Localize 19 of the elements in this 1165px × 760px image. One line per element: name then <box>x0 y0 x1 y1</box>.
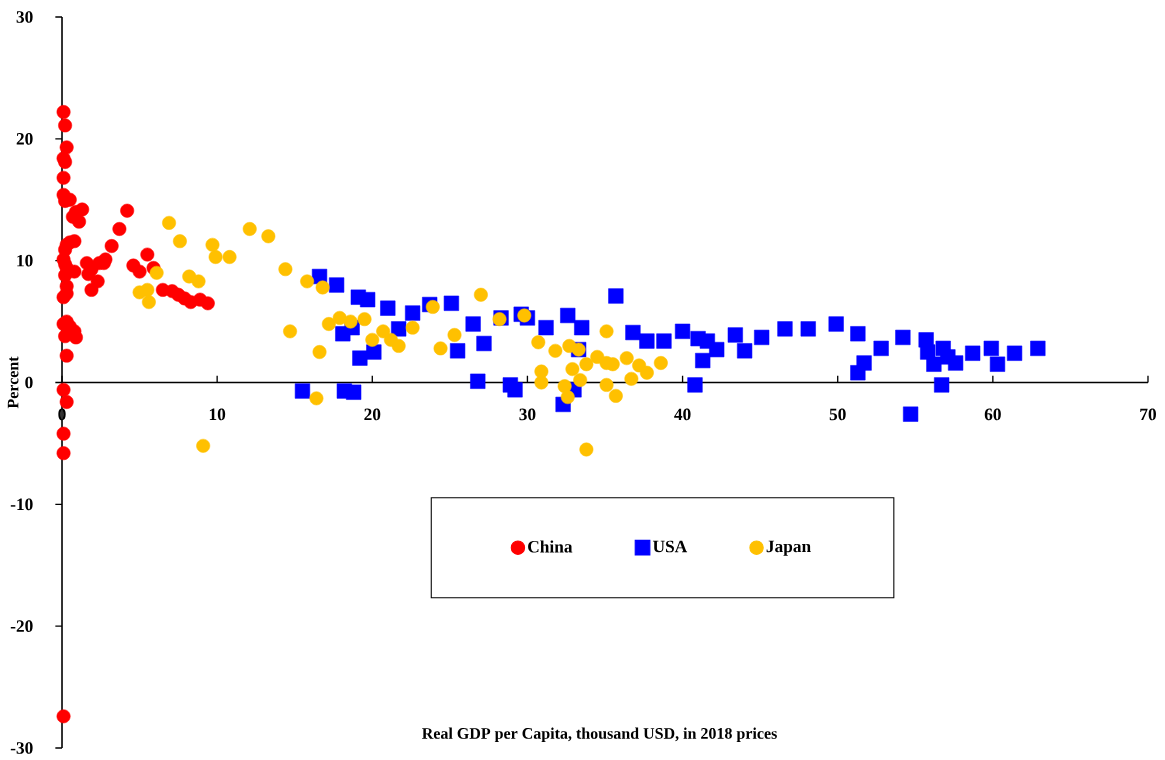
legend-label: USA <box>652 540 688 553</box>
x-tick-label: 40 <box>674 408 691 421</box>
y-axis-title: Percent <box>7 356 19 409</box>
y-tick-label: -30 <box>10 742 33 755</box>
x-axis-title: Real GDP per Capita, thousand USD, in 2018 prices <box>422 727 777 743</box>
y-tick-label: -20 <box>10 620 33 633</box>
x-tick-label: 50 <box>829 408 846 421</box>
legend-label: China <box>528 540 573 553</box>
y-tick-label: 0 <box>25 376 33 389</box>
x-tick-label: 10 <box>209 408 226 421</box>
x-tick-label: 70 <box>1140 408 1156 421</box>
x-tick-label: 20 <box>364 408 381 421</box>
y-tick-label: -10 <box>10 498 33 511</box>
y-tick-label: 10 <box>17 255 33 267</box>
x-tick-label: 60 <box>984 408 1001 421</box>
x-tick-label: 30 <box>519 408 536 421</box>
y-tick-label: 30 <box>16 11 33 24</box>
legend-label: Japan <box>766 540 811 556</box>
y-tick-label: 20 <box>16 133 33 145</box>
